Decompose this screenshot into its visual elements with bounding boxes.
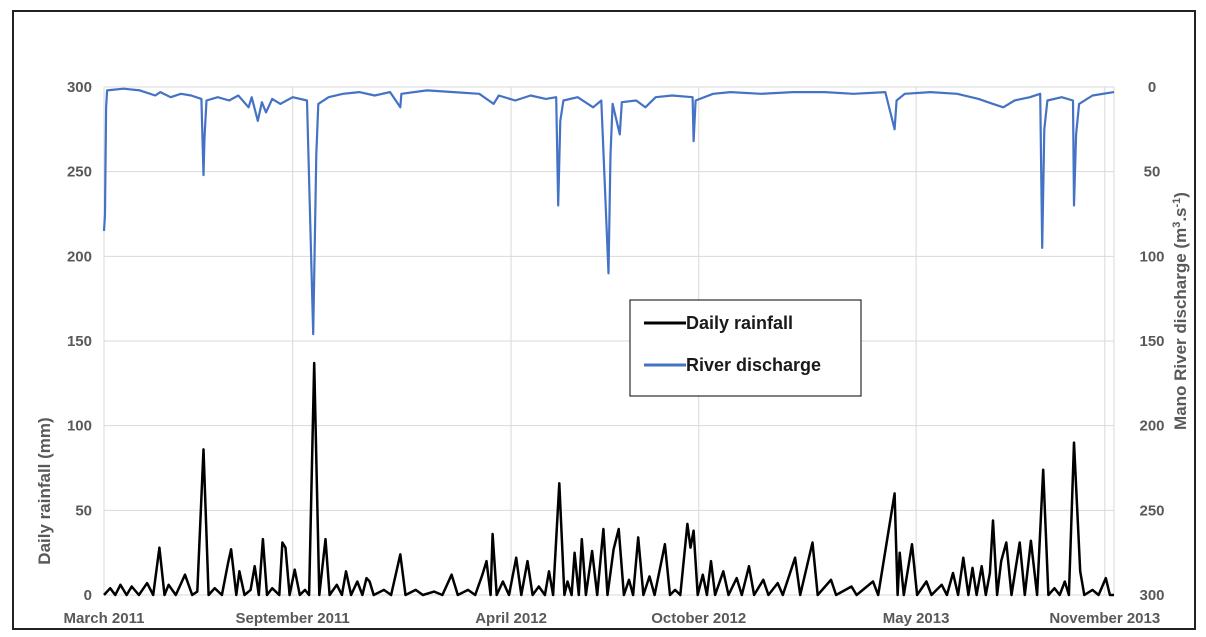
y2-axis-title: Mano River discharge (m3.s-1) xyxy=(1171,192,1190,430)
y2-tick-label: 250 xyxy=(1139,502,1164,519)
y-tick-label: 0 xyxy=(84,587,92,604)
series-line-daily-rainfall xyxy=(103,361,1114,597)
y2-tick-label: 0 xyxy=(1148,79,1156,96)
y2-tick-label: 300 xyxy=(1139,587,1164,604)
x-tick-label: March 2011 xyxy=(64,610,145,627)
y-axis-title: Daily rainfall (mm) xyxy=(35,417,54,564)
y2-axis-title-post: ) xyxy=(1171,192,1190,198)
y-tick-label: 100 xyxy=(67,418,92,435)
x-tick-label: November 2013 xyxy=(1049,610,1160,627)
y2-tick-label: 50 xyxy=(1144,164,1161,181)
legend-label-river-discharge: River discharge xyxy=(686,355,821,375)
series-line-river-discharge xyxy=(102,87,1115,336)
right-axis-ticks: 300 250 200 150 100 50 0 xyxy=(1139,79,1164,604)
y2-axis-title-pre: Mano River discharge (m xyxy=(1171,228,1190,430)
x-tick-label: October 2012 xyxy=(651,610,746,627)
y-tick-label: 150 xyxy=(67,333,92,350)
y2-axis-title-sup2: -1 xyxy=(1171,198,1183,208)
x-tick-label: September 2011 xyxy=(236,610,350,627)
legend-box xyxy=(629,299,862,397)
y2-tick-label: 150 xyxy=(1139,333,1164,350)
left-axis-ticks: 0 50 100 150 200 250 300 xyxy=(67,79,92,604)
legend: Daily rainfall River discharge xyxy=(629,299,862,397)
y2-tick-label: 100 xyxy=(1139,248,1164,265)
y-tick-label: 300 xyxy=(67,79,92,96)
x-tick-label: April 2012 xyxy=(475,610,547,627)
x-axis-ticks: March 2011 September 2011 April 2012 Octobe… xyxy=(64,610,1161,627)
x-tick-label: May 2013 xyxy=(883,610,950,627)
dual-axis-line-chart: 0 50 100 150 200 250 300 300 250 200 150 100 50 0 Ma… xyxy=(35,79,1190,627)
y2-tick-label: 200 xyxy=(1139,418,1164,435)
y2-axis-title-mid: .s xyxy=(1171,207,1190,221)
horizontal-gridlines xyxy=(104,86,1114,596)
chart-frame: 0 50 100 150 200 250 300 300 250 200 150 100 50 0 Ma… xyxy=(12,10,1196,630)
y-tick-label: 50 xyxy=(75,502,92,519)
y2-axis-title-sup1: 3 xyxy=(1171,222,1183,228)
y-tick-label: 200 xyxy=(67,248,92,265)
legend-label-daily-rainfall: Daily rainfall xyxy=(686,313,793,333)
y-tick-label: 250 xyxy=(67,164,92,181)
series-layer xyxy=(102,87,1115,597)
